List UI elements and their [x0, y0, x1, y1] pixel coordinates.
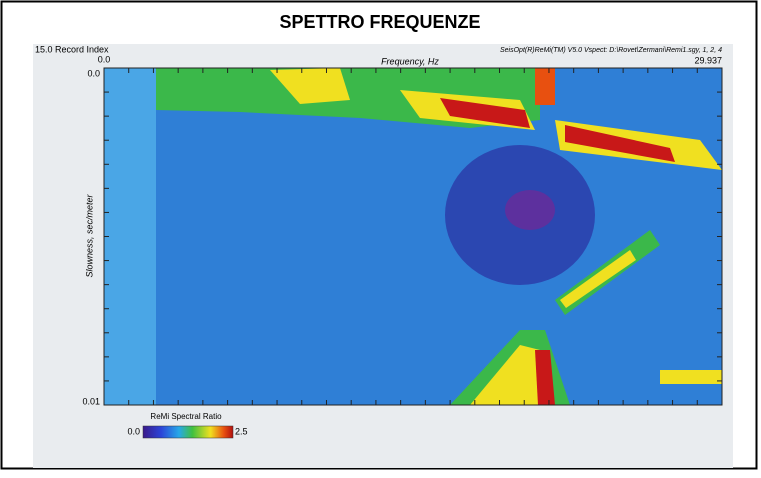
heatmap-peak — [535, 350, 555, 405]
colorbar-max: 2.5 — [235, 426, 248, 436]
colorbar-min: 0.0 — [127, 426, 140, 436]
y-top-label: 0.0 — [87, 68, 100, 78]
heatmap-band — [560, 250, 636, 308]
heatmap — [104, 68, 722, 405]
colorbar — [142, 425, 234, 439]
heatmap-band — [660, 370, 722, 384]
colorbar-title: ReMi Spectral Ratio — [150, 412, 222, 421]
heatmap-peak — [565, 125, 675, 162]
heatmap-peak — [535, 68, 555, 105]
y-axis-label: Slowness, sec/meter — [84, 193, 94, 277]
title: SPETTRO FREQUENZE — [279, 12, 480, 32]
record-index: 15.0 Record Index — [35, 44, 109, 54]
heatmap-band — [470, 345, 555, 405]
x-min-label: 0.0 — [98, 54, 111, 64]
y-bottom-label: 0.01 — [82, 396, 100, 406]
x-axis-label: Frequency, Hz — [381, 56, 439, 66]
heatmap-edge — [104, 68, 156, 405]
heatmap-low — [505, 190, 555, 230]
software-label: SeisOpt(R)ReMi(TM) V5.0 Vspect: D:\Rovet… — [500, 47, 722, 54]
heatmap-peak — [440, 98, 530, 128]
heatmap-band — [270, 68, 350, 104]
heatmap-base — [104, 68, 722, 405]
x-max-label: 29.937 — [694, 55, 722, 65]
